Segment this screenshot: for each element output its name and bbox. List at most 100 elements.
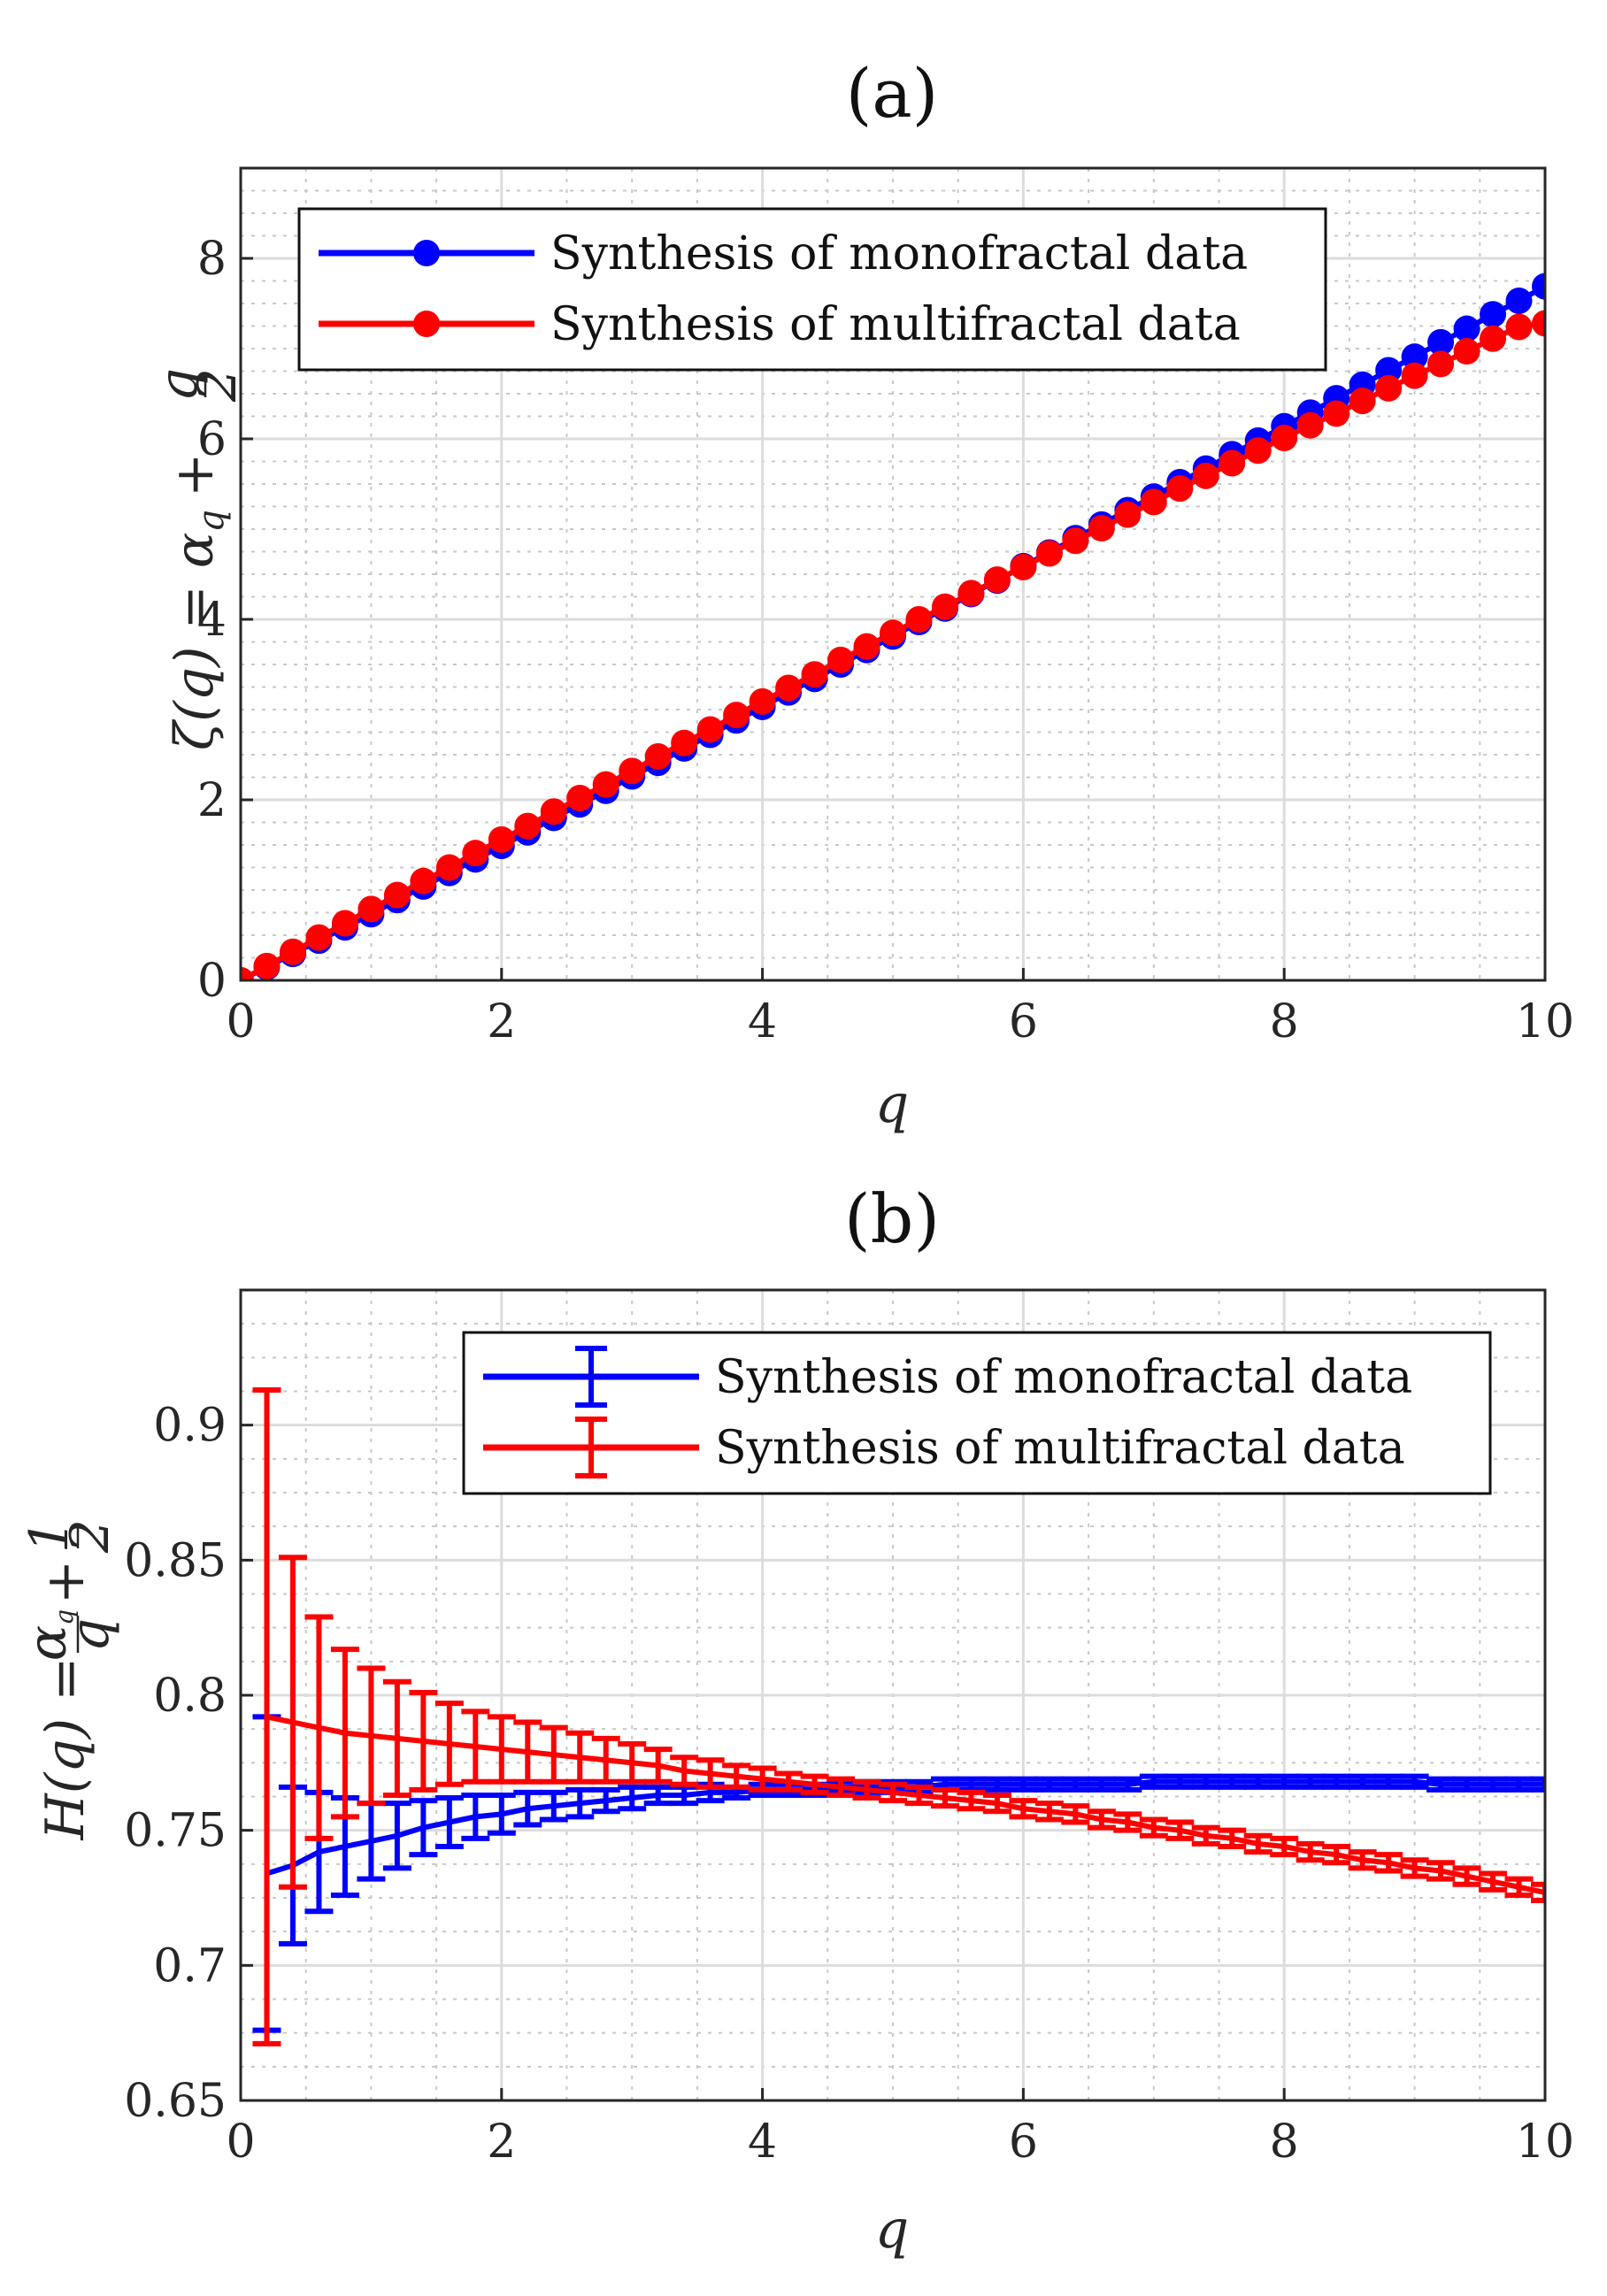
panel-b-error-bar: [1452, 1776, 1481, 1793]
panel-b-error-bar: [1322, 1843, 1351, 1866]
panel-b-error-bar: [1374, 1773, 1403, 1790]
panel-b-error-bar: [748, 1765, 777, 1793]
panel-b-legend-box: [462, 1331, 1492, 1495]
panel-b-y-axis-label: H(q) = αq q + 1 2: [17, 1519, 121, 1841]
panel-b-y-tick-label: 0.85: [124, 1534, 227, 1587]
panel-a-data-point: [1401, 362, 1428, 389]
panel-b-error-bar: [827, 1776, 856, 1798]
panel-b-error-bar: [1531, 1776, 1545, 1793]
panel-a-data-point: [383, 881, 411, 909]
panel-a-y-tick-label: 0: [197, 955, 227, 1008]
panel-b-x-tick-label: 0: [226, 2116, 255, 2169]
panel-b-legend: Synthesis of monofractal data Synthesis …: [462, 1331, 1492, 1495]
panel-b-error-bar: [670, 1755, 699, 1787]
panel-b-error-bar: [252, 1386, 281, 2046]
panel-a-data-point: [1323, 400, 1350, 427]
panel-b-ylabel-frac-num: αq: [17, 1609, 79, 1661]
panel-b-error-bar: [643, 1747, 673, 1785]
panel-a-y-tick-label: 8: [197, 233, 227, 286]
panel-b-error-bar: [1426, 1776, 1456, 1793]
panel-b-error-bar: [565, 1786, 595, 1820]
panel-b-legend-label-monofractal: Synthesis of monofractal data: [715, 1351, 1412, 1404]
panel-a-y-tick-label: 6: [197, 413, 227, 466]
panel-b-error-bar: [1296, 1773, 1325, 1790]
panel-a-data-point: [279, 938, 306, 965]
panel-a-data-point: [1532, 310, 1545, 337]
panel-b-error-bar: [904, 1784, 934, 1807]
panel-b-error-bar: [513, 1789, 542, 1828]
panel-b-error-bar: [1191, 1773, 1220, 1790]
panel-b-error-bar: [1374, 1852, 1403, 1874]
panel-a-ylabel-sub: q: [191, 510, 232, 533]
panel-b-x-axis-label: q: [875, 2199, 909, 2261]
panel-b-ylabel-main: H(q) =: [35, 1657, 96, 1841]
panel-a-ylabel-plus: +: [164, 453, 226, 497]
panel-b-error-bar: [1400, 1773, 1429, 1790]
panel-b-error-bar: [643, 1784, 673, 1807]
panel-b-error-bar: [1218, 1827, 1247, 1849]
panel-b-error-bar: [434, 1795, 464, 1849]
panel-b-error-bar: [696, 1757, 725, 1790]
panel-b-error-bar: [774, 1770, 804, 1793]
panel-a-x-tick-label: 10: [1516, 995, 1574, 1048]
panel-a-ylabel-main: ζ(q) = α: [164, 533, 226, 751]
panel-b-ylabel-half-num: 1: [19, 1519, 81, 1553]
panel-b-x-tick-label: 6: [1009, 2116, 1038, 2169]
panel-a-data-point: [801, 661, 828, 688]
panel-a-data-point: [1114, 501, 1142, 528]
panel-b-data: [252, 1386, 1545, 2046]
panel-a-data-point: [1375, 374, 1403, 402]
panel-b-error-bar: [800, 1773, 829, 1795]
panel-a-data-point: [1427, 328, 1455, 356]
panel-b-error-bar: [957, 1789, 986, 1812]
panel-a-title: (a): [846, 54, 939, 133]
panel-b-legend-label-multifractal: Synthesis of multifractal data: [715, 1422, 1405, 1475]
panel-a-data-point: [1480, 325, 1507, 352]
panel-a-ylabel-frac-den: 2: [187, 368, 249, 403]
panel-a-x-tick-label: 2: [487, 995, 516, 1048]
panel-b-error-bar: [1531, 1881, 1545, 1904]
panel-b-error-bar: [1322, 1773, 1351, 1790]
panel-b-series-multifractal: [252, 1386, 1545, 2046]
panel-a-data-point: [410, 867, 437, 895]
panel-b-error-bar: [670, 1784, 699, 1807]
panel-b-error-bar: [1243, 1832, 1273, 1855]
panel-b-error-bar: [1400, 1857, 1429, 1879]
panel-b-error-bar: [1426, 1860, 1456, 1882]
panel-a-data-point: [644, 743, 672, 771]
panel-a-legend-box: [297, 207, 1327, 372]
panel-b-ylabel-frac-den: q: [59, 1618, 121, 1652]
panel-b-series-line: [265, 1714, 1545, 1895]
panel-a-data-point: [435, 854, 463, 881]
panel-a-x-tick-label: 0: [226, 995, 255, 1048]
panel-b-error-bar: [357, 1665, 386, 1807]
panel-a-data-point: [696, 716, 724, 743]
panel-b-ylabel-half-den: 2: [59, 1519, 121, 1554]
panel-a-data-point: [619, 757, 646, 785]
panel-b-error-bar: [1087, 1776, 1116, 1793]
panel-b-error-bar: [1061, 1803, 1090, 1825]
panel-a-data-point: [305, 924, 333, 951]
panel-a-legend-item-monofractal: Synthesis of monofractal data: [319, 227, 1248, 280]
panel-b-error-bar: [879, 1781, 907, 1804]
panel-a-data-point: [1192, 462, 1219, 489]
panel-a-data-point: [1088, 514, 1115, 541]
panel-b-y-tick-label: 0.65: [124, 2075, 227, 2128]
panel-a-y-tick-label: 4: [197, 594, 227, 647]
panel-a-data-point: [1480, 301, 1507, 328]
panel-b-error-bar: [982, 1792, 1011, 1815]
panel-a-data-point: [1062, 527, 1089, 555]
panel-a-legend-label-multifractal: Synthesis of multifractal data: [550, 298, 1241, 351]
panel-a-data-point: [880, 619, 906, 647]
panel-a-x-tick-label: 8: [1270, 995, 1299, 1048]
panel-a-data-point: [749, 687, 776, 715]
panel-b-error-bar: [539, 1724, 568, 1785]
panel-b-error-bar: [304, 1614, 334, 1841]
panel-b-error-bar: [1504, 1876, 1534, 1898]
panel-a-data-point: [1349, 388, 1376, 415]
panel-b-error-bar: [1452, 1865, 1481, 1887]
panel-b-x-tick-label: 4: [748, 2116, 777, 2169]
panel-a-data-point: [1219, 449, 1246, 477]
panel-b-error-bar: [513, 1719, 542, 1785]
panel-a-data-point: [253, 952, 281, 979]
